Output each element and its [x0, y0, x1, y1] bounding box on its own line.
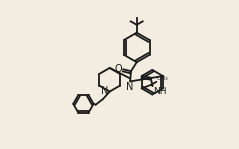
- Text: NH: NH: [153, 87, 167, 96]
- Text: CH₃: CH₃: [157, 76, 168, 81]
- Text: O: O: [114, 64, 122, 74]
- Text: N: N: [101, 86, 108, 96]
- Text: N: N: [126, 82, 134, 92]
